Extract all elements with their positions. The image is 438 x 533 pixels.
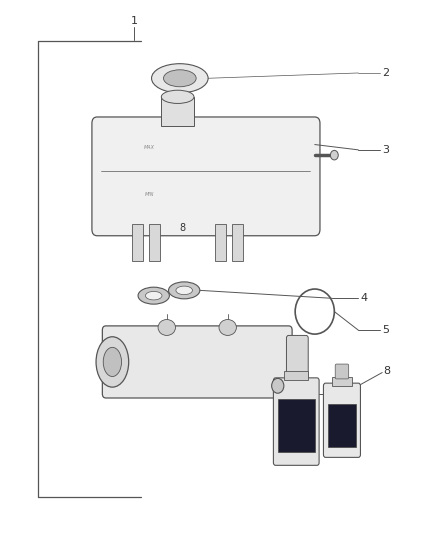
Text: 3: 3	[382, 145, 389, 155]
Bar	[284, 371, 308, 381]
FancyBboxPatch shape	[286, 335, 308, 389]
Text: 5: 5	[382, 325, 389, 335]
Ellipse shape	[138, 287, 170, 304]
Ellipse shape	[158, 319, 176, 335]
Text: BRAKE FLUID: BRAKE FLUID	[285, 426, 308, 430]
Bar	[278, 399, 315, 452]
Text: 6: 6	[330, 389, 337, 399]
Bar	[215, 224, 226, 261]
FancyBboxPatch shape	[102, 326, 292, 398]
Ellipse shape	[330, 150, 338, 160]
Text: MIN: MIN	[145, 192, 154, 197]
Ellipse shape	[161, 90, 194, 103]
Bar	[232, 224, 243, 261]
FancyBboxPatch shape	[92, 117, 320, 236]
Text: 8: 8	[384, 366, 391, 376]
Ellipse shape	[103, 348, 121, 376]
Ellipse shape	[272, 378, 284, 393]
Text: MOPAR: MOPAR	[335, 416, 349, 419]
Bar	[161, 97, 194, 126]
Text: FLUID: FLUID	[338, 433, 346, 437]
Text: 1: 1	[131, 17, 138, 26]
Text: MOPAR: MOPAR	[288, 413, 304, 417]
FancyBboxPatch shape	[273, 378, 319, 465]
Text: 4: 4	[360, 293, 367, 303]
Text: BRAKE: BRAKE	[337, 426, 347, 430]
Text: MAX: MAX	[144, 144, 155, 150]
Bar	[332, 377, 352, 386]
FancyBboxPatch shape	[335, 364, 349, 379]
Text: 2: 2	[382, 68, 389, 78]
Ellipse shape	[176, 286, 192, 295]
Ellipse shape	[96, 337, 129, 387]
Bar	[132, 224, 143, 261]
FancyBboxPatch shape	[323, 383, 360, 457]
Bar	[328, 405, 356, 447]
Text: DOT 3/DOT 4: DOT 3/DOT 4	[286, 434, 306, 438]
Text: 8: 8	[179, 223, 185, 233]
Bar	[149, 224, 160, 261]
Ellipse shape	[169, 282, 200, 299]
Ellipse shape	[163, 70, 196, 87]
Ellipse shape	[219, 319, 237, 335]
Ellipse shape	[145, 292, 162, 300]
Ellipse shape	[152, 63, 208, 93]
